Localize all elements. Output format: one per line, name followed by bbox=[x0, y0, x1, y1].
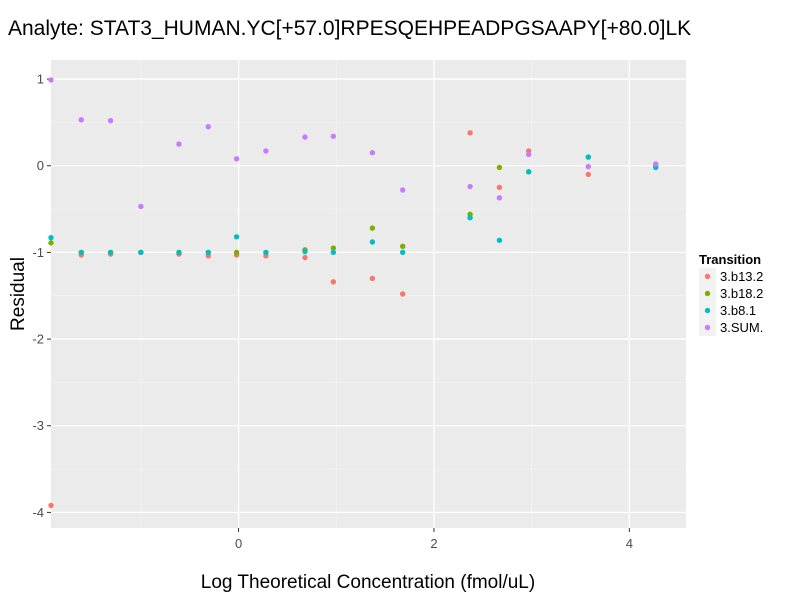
legend: Transition 3.b13.2 3.b18.2 3.b8.1 3.SUM. bbox=[699, 252, 763, 336]
data-point bbox=[263, 249, 269, 256]
x-tick-label: 0 bbox=[235, 536, 242, 551]
data-point bbox=[526, 169, 532, 175]
data-point bbox=[233, 249, 240, 256]
x-axis: 0 2 4 bbox=[235, 528, 633, 551]
data-point bbox=[526, 151, 532, 158]
data-point bbox=[496, 164, 503, 171]
data-point bbox=[330, 249, 337, 256]
y-axis: 1 0 -1 -2 -3 -4 bbox=[32, 72, 51, 520]
data-point bbox=[399, 249, 406, 256]
data-point bbox=[330, 279, 337, 285]
y-tick-label: -4 bbox=[32, 505, 44, 520]
data-point bbox=[107, 117, 114, 124]
y-tick-label: 0 bbox=[37, 158, 44, 173]
data-point bbox=[369, 239, 376, 245]
data-point bbox=[107, 249, 114, 256]
data-point bbox=[467, 130, 473, 136]
data-point bbox=[467, 215, 473, 221]
data-point bbox=[138, 203, 144, 210]
data-point bbox=[585, 163, 592, 170]
data-point bbox=[467, 183, 473, 190]
data-point bbox=[496, 195, 503, 201]
legend-label: 3.b8.1 bbox=[720, 303, 756, 318]
data-point bbox=[176, 249, 182, 256]
data-point bbox=[176, 141, 182, 147]
x-tick-label: 2 bbox=[430, 536, 437, 551]
y-axis-title: Residual bbox=[8, 257, 29, 331]
legend-label: 3.b18.2 bbox=[720, 286, 763, 301]
data-point bbox=[205, 124, 211, 130]
data-point bbox=[399, 243, 406, 250]
data-point bbox=[48, 234, 54, 241]
legend-label: 3.SUM. bbox=[720, 320, 763, 335]
chart-title: Analyte: STAT3_HUMAN.YC[+57.0]RPESQEHPEA… bbox=[8, 17, 691, 40]
legend-title: Transition bbox=[699, 252, 761, 267]
data-point bbox=[369, 275, 376, 282]
legend-marker bbox=[704, 307, 711, 314]
data-point bbox=[330, 245, 337, 251]
data-point bbox=[48, 77, 54, 83]
legend-label: 3.b13.2 bbox=[720, 269, 763, 284]
data-point bbox=[302, 134, 308, 140]
data-point bbox=[138, 249, 144, 256]
legend-marker bbox=[704, 290, 711, 297]
data-point bbox=[263, 148, 269, 154]
data-point bbox=[302, 254, 308, 261]
data-point bbox=[585, 171, 592, 178]
data-point bbox=[205, 249, 211, 256]
data-point bbox=[653, 161, 659, 167]
data-point bbox=[48, 240, 54, 246]
data-point bbox=[78, 117, 84, 123]
data-point bbox=[399, 187, 406, 193]
y-tick-label: 1 bbox=[37, 72, 44, 87]
data-points bbox=[48, 77, 659, 509]
data-point bbox=[78, 249, 84, 256]
data-point bbox=[330, 133, 337, 139]
data-point bbox=[233, 156, 240, 162]
data-point bbox=[496, 184, 503, 191]
data-point bbox=[233, 234, 240, 240]
data-point bbox=[302, 248, 308, 255]
x-tick-label: 4 bbox=[626, 536, 633, 551]
data-point bbox=[399, 291, 406, 297]
y-tick-label: -2 bbox=[32, 332, 44, 347]
data-point bbox=[369, 225, 376, 231]
y-tick-label: -3 bbox=[32, 418, 44, 433]
data-point bbox=[496, 237, 503, 243]
legend-marker bbox=[704, 324, 711, 331]
plot-panel bbox=[51, 60, 686, 528]
grid-minor bbox=[51, 60, 686, 528]
data-point bbox=[369, 150, 376, 156]
grid-major bbox=[51, 60, 686, 528]
data-point bbox=[48, 502, 54, 509]
y-tick-label: -1 bbox=[32, 245, 44, 260]
data-point bbox=[585, 154, 592, 160]
x-axis-title: Log Theoretical Concentration (fmol/uL) bbox=[201, 572, 535, 593]
legend-marker bbox=[704, 273, 711, 280]
